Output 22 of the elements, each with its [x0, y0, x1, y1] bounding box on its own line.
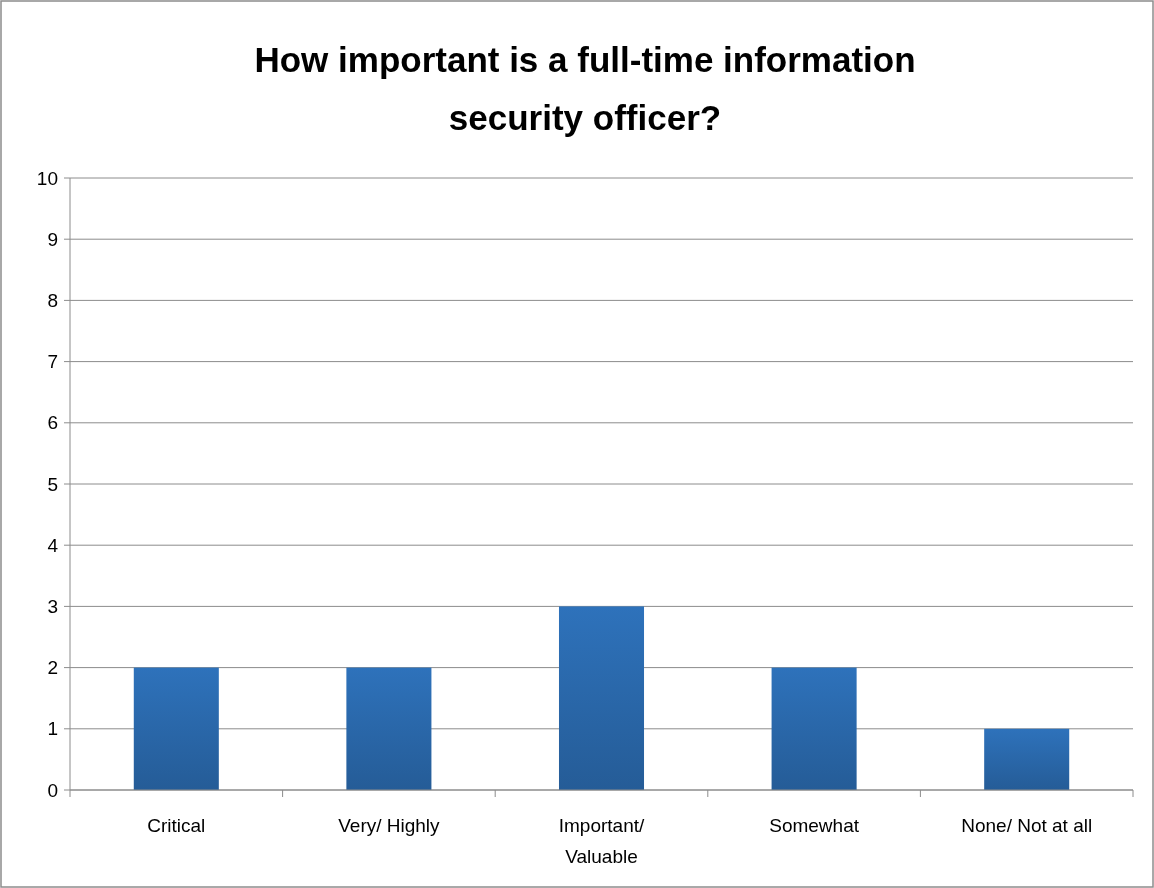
y-tick-label: 2	[47, 657, 58, 679]
y-tick-label: 5	[47, 473, 58, 495]
bar	[346, 667, 432, 790]
y-tick-label: 8	[47, 290, 58, 312]
y-tick-label: 6	[47, 412, 58, 434]
x-tick-label: Somewhat	[769, 815, 860, 836]
x-tick-label: Critical	[147, 815, 206, 836]
y-tick-label: 10	[36, 167, 58, 189]
chart-title: How important is a full-time information security officer?	[254, 40, 916, 137]
bar	[984, 728, 1070, 790]
bar	[133, 667, 219, 790]
x-tick-label: Very/ Highly	[338, 815, 441, 836]
y-tick-label: 1	[47, 718, 58, 740]
y-tick-label: 0	[47, 779, 58, 801]
y-tick-label: 9	[47, 228, 58, 250]
x-tick-label: Important/ Valuable	[558, 815, 645, 867]
y-tick-label: 4	[47, 534, 59, 556]
x-tick-label: None/ Not at all	[961, 815, 1093, 836]
y-tick-label: 3	[47, 596, 58, 618]
bar	[771, 667, 857, 790]
y-tick-label: 7	[47, 351, 58, 373]
bar	[558, 606, 645, 790]
